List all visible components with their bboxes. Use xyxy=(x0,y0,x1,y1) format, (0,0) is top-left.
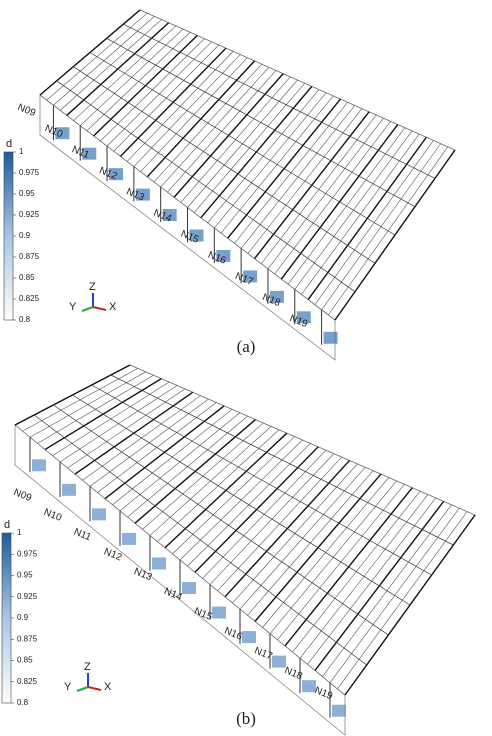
node-label: N13 xyxy=(132,566,154,583)
colorbar-tick-label: 0.8 xyxy=(19,315,31,324)
node-label: N17 xyxy=(253,645,275,662)
purlin xyxy=(92,385,432,575)
colorbar-tick-label: 0.975 xyxy=(19,168,40,177)
colorbar xyxy=(4,152,13,320)
node-label: N11 xyxy=(72,527,93,544)
node-label: N12 xyxy=(102,546,124,563)
axis-label-y: Y xyxy=(69,301,77,313)
damage-zone xyxy=(62,484,76,496)
colorbar-tick-label: 0.9 xyxy=(19,231,31,240)
axis-x xyxy=(88,687,101,690)
damage-zone xyxy=(152,557,166,569)
axis-y xyxy=(77,687,88,691)
colorbar-tick-label: 0.875 xyxy=(17,634,38,643)
axis-label-y: Y xyxy=(64,681,72,693)
damage-zone xyxy=(92,508,106,520)
node-label: N15 xyxy=(192,606,214,623)
damage-zone xyxy=(32,459,46,471)
caption: (b) xyxy=(236,709,256,728)
node-label: N09 xyxy=(12,487,34,504)
axis-x xyxy=(93,307,106,310)
figure: N09N10N11N12N13N14N15N16N17N18N19d10.975… xyxy=(0,0,492,736)
axis-label-z: Z xyxy=(89,281,96,293)
colorbar-tick-label: 0.95 xyxy=(17,571,33,580)
colorbar-tick-label: 0.825 xyxy=(19,294,40,303)
caption: (a) xyxy=(237,337,256,356)
colorbar-tick-label: 0.8 xyxy=(17,698,29,707)
purlin xyxy=(73,67,375,264)
colorbar-tick-label: 0.825 xyxy=(17,677,38,686)
axis-label-z: Z xyxy=(84,661,91,673)
node-label: N19 xyxy=(313,685,335,702)
purlin xyxy=(123,24,435,178)
node-label: N10 xyxy=(42,507,64,524)
colorbar-tick-label: 0.95 xyxy=(19,189,35,198)
panel: N09N10N11N12N13N14N15N16N17N18N19d10.975… xyxy=(2,365,475,735)
colorbar-tick-label: 0.925 xyxy=(19,210,40,219)
colorbar-tick-label: 0.85 xyxy=(17,656,33,665)
colorbar-tick-label: 0.9 xyxy=(17,613,29,622)
damage-zone xyxy=(212,607,226,619)
colorbar-title: d xyxy=(4,519,10,531)
axis-y xyxy=(82,307,93,311)
damage-zone xyxy=(122,533,136,545)
colorbar-tick-label: 0.85 xyxy=(19,273,35,282)
colorbar-tick-label: 0.975 xyxy=(17,549,38,558)
axis-label-x: X xyxy=(104,681,112,693)
node-label: N18 xyxy=(283,665,305,682)
purlin xyxy=(111,375,454,545)
colorbar-tick-label: 0.875 xyxy=(19,252,40,261)
damage-zone xyxy=(242,631,256,643)
colorbar xyxy=(2,533,11,703)
panel: N09N10N11N12N13N14N15N16N17N18N19d10.975… xyxy=(4,10,455,360)
damage-zone xyxy=(324,332,338,344)
damage-zone xyxy=(272,656,286,668)
colorbar-title: d xyxy=(6,138,12,150)
page: N09N10N11N12N13N14N15N16N17N18N19d10.975… xyxy=(0,0,492,736)
colorbar-tick-label: 1 xyxy=(19,147,24,156)
damage-zone xyxy=(182,582,196,594)
damage-zone xyxy=(332,705,346,717)
node-label: N09 xyxy=(16,102,38,119)
axis-label-x: X xyxy=(109,301,117,313)
colorbar-tick-label: 0.925 xyxy=(17,592,38,601)
colorbar-tick-label: 1 xyxy=(17,528,22,537)
node-label: N16 xyxy=(223,626,245,643)
